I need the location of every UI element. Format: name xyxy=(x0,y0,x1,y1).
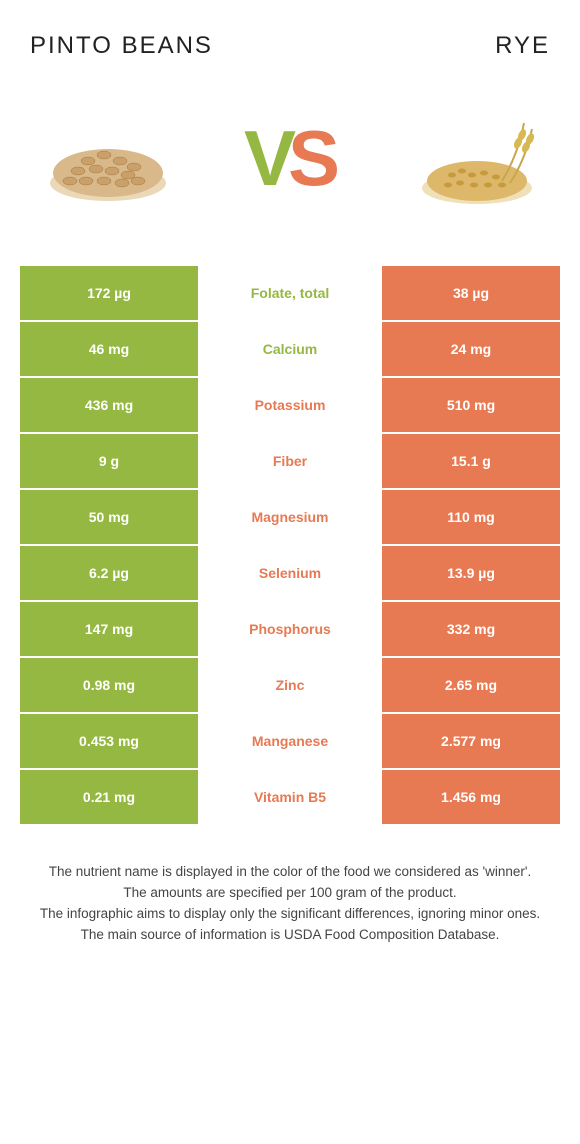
nutrient-label: Folate, total xyxy=(200,266,380,320)
left-value: 172 µg xyxy=(20,266,200,320)
right-value: 510 mg xyxy=(380,378,560,432)
note-line: The amounts are specified per 100 gram o… xyxy=(30,883,550,904)
pinto-beans-icon xyxy=(38,103,178,213)
nutrient-row: 9 gFiber15.1 g xyxy=(20,434,560,490)
right-value: 38 µg xyxy=(380,266,560,320)
left-value: 0.98 mg xyxy=(20,658,200,712)
left-value: 9 g xyxy=(20,434,200,488)
nutrient-row: 172 µgFolate, total38 µg xyxy=(20,266,560,322)
nutrient-row: 436 mgPotassium510 mg xyxy=(20,378,560,434)
left-value: 46 mg xyxy=(20,322,200,376)
left-value: 0.453 mg xyxy=(20,714,200,768)
left-food-name: PINTO BEANS xyxy=(30,32,213,60)
vs-s: S xyxy=(288,113,336,204)
right-value: 24 mg xyxy=(380,322,560,376)
left-value: 50 mg xyxy=(20,490,200,544)
nutrient-row: 0.453 mgManganese2.577 mg xyxy=(20,714,560,770)
right-value: 13.9 µg xyxy=(380,546,560,600)
hero: V S xyxy=(20,78,560,238)
right-value: 2.577 mg xyxy=(380,714,560,768)
nutrient-label: Manganese xyxy=(200,714,380,768)
right-food-name: RYE xyxy=(495,32,550,60)
nutrient-label: Vitamin B5 xyxy=(200,770,380,824)
notes-section: The nutrient name is displayed in the co… xyxy=(20,862,560,966)
rye-icon xyxy=(402,103,542,213)
nutrient-label: Phosphorus xyxy=(200,602,380,656)
left-value: 436 mg xyxy=(20,378,200,432)
nutrient-label: Selenium xyxy=(200,546,380,600)
nutrient-label: Fiber xyxy=(200,434,380,488)
note-line: The nutrient name is displayed in the co… xyxy=(30,862,550,883)
left-value: 6.2 µg xyxy=(20,546,200,600)
nutrient-row: 6.2 µgSelenium13.9 µg xyxy=(20,546,560,602)
right-value: 332 mg xyxy=(380,602,560,656)
nutrient-row: 50 mgMagnesium110 mg xyxy=(20,490,560,546)
note-line: The infographic aims to display only the… xyxy=(30,904,550,925)
vs-v: V xyxy=(244,113,292,204)
nutrient-label: Calcium xyxy=(200,322,380,376)
nutrient-row: 0.98 mgZinc2.65 mg xyxy=(20,658,560,714)
right-value: 110 mg xyxy=(380,490,560,544)
nutrient-label: Magnesium xyxy=(200,490,380,544)
header-row: PINTO BEANS RYE xyxy=(30,32,550,60)
left-value: 0.21 mg xyxy=(20,770,200,824)
nutrient-row: 147 mgPhosphorus332 mg xyxy=(20,602,560,658)
nutrient-row: 0.21 mgVitamin B51.456 mg xyxy=(20,770,560,826)
nutrient-table: 172 µgFolate, total38 µg46 mgCalcium24 m… xyxy=(20,266,560,826)
nutrient-row: 46 mgCalcium24 mg xyxy=(20,322,560,378)
right-value: 2.65 mg xyxy=(380,658,560,712)
right-value: 1.456 mg xyxy=(380,770,560,824)
note-line: The main source of information is USDA F… xyxy=(30,925,550,946)
nutrient-label: Potassium xyxy=(200,378,380,432)
left-value: 147 mg xyxy=(20,602,200,656)
vs-label: V S xyxy=(244,113,336,204)
nutrient-label: Zinc xyxy=(200,658,380,712)
right-value: 15.1 g xyxy=(380,434,560,488)
